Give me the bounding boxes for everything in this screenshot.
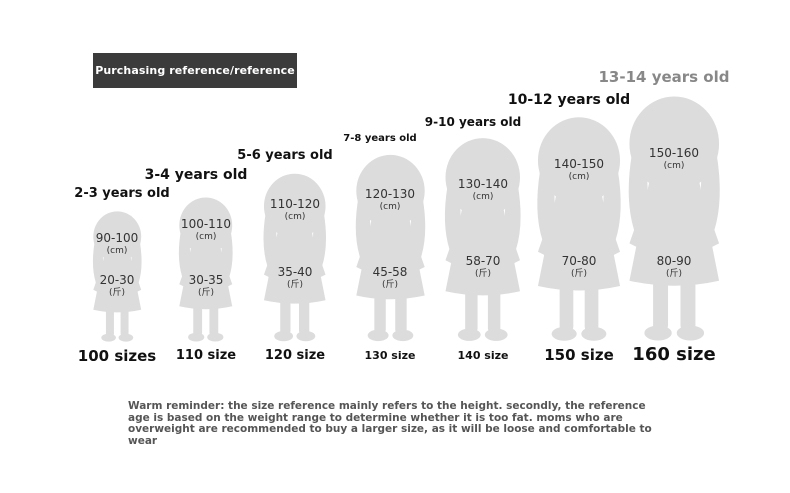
- height-range: 140-150 (cm): [553, 157, 605, 182]
- age-label: 3-4 years old: [144, 167, 248, 183]
- height-value: 130-140: [457, 177, 509, 191]
- height-value: 110-120: [269, 197, 321, 211]
- weight-value: 80-90: [656, 254, 692, 268]
- purchasing-reference-badge: Purchasing reference/reference: [93, 53, 297, 88]
- height-unit: (cm): [568, 171, 590, 182]
- weight-range: 35-40 (斤): [277, 265, 313, 290]
- age-label: 2-3 years old: [74, 186, 170, 201]
- weight-range: 30-35 (斤): [188, 273, 224, 298]
- height-value: 120-130: [364, 187, 416, 201]
- weight-value: 20-30: [99, 273, 135, 287]
- weight-range: 45-58 (斤): [372, 265, 408, 290]
- age-label: 13-14 years old: [598, 68, 730, 86]
- weight-unit: (斤): [381, 279, 399, 290]
- weight-unit: (斤): [474, 268, 492, 279]
- height-value: 140-150: [553, 157, 605, 171]
- weight-range: 20-30 (斤): [99, 273, 135, 298]
- size-label: 100 sizes: [77, 347, 157, 365]
- weight-unit: (斤): [197, 287, 215, 298]
- weight-value: 35-40: [277, 265, 313, 279]
- weight-range: 70-80 (斤): [561, 254, 597, 279]
- child-silhouette-icon: [252, 172, 338, 343]
- weight-range: 58-70 (斤): [465, 254, 501, 279]
- age-label: 10-12 years old: [507, 92, 631, 108]
- height-range: 110-120 (cm): [269, 197, 321, 222]
- height-range: 120-130 (cm): [364, 187, 416, 212]
- weight-unit: (斤): [108, 287, 126, 298]
- child-silhouette-icon: [343, 153, 438, 343]
- height-unit: (cm): [663, 160, 685, 171]
- age-label: 7-8 years old: [343, 133, 417, 144]
- height-value: 90-100: [95, 231, 139, 245]
- height-unit: (cm): [284, 211, 306, 222]
- height-unit: (cm): [106, 245, 128, 256]
- weight-value: 45-58: [372, 265, 408, 279]
- size-label: 160 size: [632, 344, 716, 365]
- weight-value: 58-70: [465, 254, 501, 268]
- height-range: 90-100 (cm): [95, 231, 139, 256]
- height-value: 150-160: [648, 146, 700, 160]
- size-label: 120 size: [264, 348, 326, 363]
- weight-value: 30-35: [188, 273, 224, 287]
- weight-unit: (斤): [570, 268, 588, 279]
- height-value: 100-110: [180, 217, 232, 231]
- size-label: 130 size: [364, 349, 416, 362]
- weight-unit: (斤): [286, 279, 304, 290]
- height-range: 130-140 (cm): [457, 177, 509, 202]
- size-label: 140 size: [457, 349, 509, 362]
- child-silhouette-icon: [612, 94, 737, 343]
- child-silhouette-icon: [84, 210, 151, 343]
- age-label: 5-6 years old: [237, 148, 333, 163]
- weight-unit: (斤): [665, 268, 683, 279]
- height-unit: (cm): [195, 231, 217, 242]
- child-silhouette-icon: [431, 136, 535, 343]
- size-label: 110 size: [175, 348, 237, 363]
- height-range: 100-110 (cm): [180, 217, 232, 242]
- weight-range: 80-90 (斤): [656, 254, 692, 279]
- warm-reminder-text: Warm reminder: the size reference mainly…: [128, 400, 652, 447]
- height-range: 150-160 (cm): [648, 146, 700, 171]
- height-unit: (cm): [379, 201, 401, 212]
- child-silhouette-icon: [169, 196, 243, 343]
- height-unit: (cm): [472, 191, 494, 202]
- age-label: 9-10 years old: [424, 115, 522, 129]
- weight-value: 70-80: [561, 254, 597, 268]
- child-silhouette-icon: [522, 115, 636, 343]
- size-label: 150 size: [544, 346, 614, 364]
